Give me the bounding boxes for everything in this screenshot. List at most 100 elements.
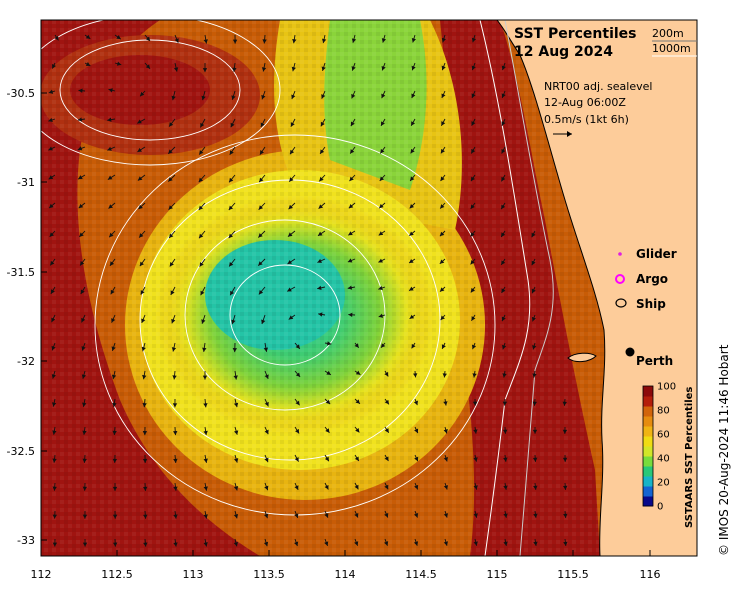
current-arrowhead <box>258 289 264 295</box>
current-arrowhead <box>473 429 478 434</box>
current-arrowhead <box>378 285 383 291</box>
current-arrowhead <box>201 95 206 101</box>
sealevel-product: NRT00 adj. sealevel <box>544 80 652 93</box>
current-arrowhead <box>203 403 208 408</box>
current-arrowhead <box>291 66 296 72</box>
colorbar-swatch <box>643 466 653 477</box>
current-arrowhead <box>501 232 506 237</box>
contour-legend-1000m: 1000m <box>652 42 691 55</box>
current-arrowhead <box>440 315 445 321</box>
current-arrowhead <box>532 345 537 350</box>
current-arrowhead <box>112 486 118 491</box>
current-arrowhead <box>233 458 239 463</box>
y-tick-label: -32 <box>17 355 35 368</box>
current-arrowhead <box>77 117 83 122</box>
current-arrowhead <box>145 36 151 41</box>
current-arrowhead <box>320 149 325 154</box>
x-tick-label: 114 <box>335 568 356 581</box>
current-arrowhead <box>173 486 178 491</box>
current-arrowhead <box>139 261 144 267</box>
colorbar-swatch <box>643 386 653 397</box>
current-arrowhead <box>112 458 118 463</box>
current-arrowhead <box>472 401 478 406</box>
argo-label: Argo <box>636 272 668 286</box>
current-arrowhead <box>85 62 91 66</box>
colorbar-swatch <box>643 396 653 407</box>
current-arrowhead <box>231 319 236 325</box>
current-arrowhead <box>473 541 478 546</box>
contour-legend-200m: 200m <box>652 27 684 40</box>
colorbar-tick-label: 100 <box>657 382 676 393</box>
current-arrowhead <box>202 375 208 380</box>
current-arrowhead <box>471 93 476 98</box>
current-arrowhead <box>321 38 327 44</box>
current-arrowhead <box>142 374 147 380</box>
current-arrowhead <box>411 343 416 349</box>
current-arrowhead <box>142 403 147 408</box>
current-arrowhead <box>379 176 385 181</box>
current-arrowhead <box>502 373 507 378</box>
current-arrowhead <box>78 88 83 93</box>
current-arrowhead <box>51 402 57 407</box>
current-arrowhead <box>409 203 415 209</box>
current-arrowhead <box>258 233 263 238</box>
current-arrowhead <box>411 121 416 126</box>
current-arrowhead <box>472 373 477 378</box>
current-arrowhead <box>414 428 419 434</box>
current-arrowhead <box>443 401 448 406</box>
current-arrowhead <box>263 541 269 547</box>
current-arrowhead <box>230 122 235 128</box>
current-arrowhead <box>137 119 142 124</box>
current-arrowhead <box>110 289 115 295</box>
current-arrowhead <box>50 289 55 294</box>
current-arrowhead <box>533 513 538 518</box>
current-arrowhead <box>109 232 114 238</box>
x-tick-label: 116 <box>640 568 661 581</box>
current-arrowhead <box>411 93 416 99</box>
current-arrowhead <box>140 91 145 97</box>
current-arrowhead <box>349 176 354 182</box>
current-arrowhead <box>199 150 204 155</box>
current-arrowhead <box>290 149 295 155</box>
current-arrowhead <box>347 285 353 290</box>
current-arrowhead <box>501 148 506 154</box>
current-arrowhead <box>173 458 178 463</box>
current-arrowhead <box>81 374 87 379</box>
current-arrowhead <box>264 457 269 463</box>
current-arrowhead <box>85 34 91 39</box>
current-arrowhead <box>199 262 204 267</box>
colorbar-tick-label: 0 <box>657 502 663 513</box>
current-arrowhead <box>264 374 269 379</box>
current-arrowhead <box>200 290 205 296</box>
current-arrowhead <box>232 348 238 353</box>
current-arrowhead <box>532 429 538 434</box>
current-arrowhead <box>50 260 55 266</box>
current-arrowhead <box>563 541 568 546</box>
current-arrowhead <box>443 541 448 546</box>
current-arrowhead <box>294 485 299 490</box>
current-arrowhead <box>351 38 357 43</box>
current-arrowhead <box>142 458 148 463</box>
sealevel-time: 12-Aug 06:00Z <box>544 96 626 109</box>
current-arrowhead <box>78 203 84 209</box>
current-arrowhead <box>112 402 117 408</box>
current-arrowhead <box>264 429 269 435</box>
current-arrowhead <box>531 260 536 266</box>
current-arrowhead <box>471 148 476 154</box>
x-tick-label: 112.5 <box>101 568 133 581</box>
current-arrowhead <box>264 513 269 519</box>
current-arrowhead <box>441 37 447 43</box>
current-arrowhead <box>169 122 174 127</box>
current-arrowhead <box>107 117 112 122</box>
current-arrowhead <box>471 344 477 350</box>
current-arrowhead <box>259 150 264 155</box>
current-arrowhead <box>229 150 234 155</box>
current-arrowhead <box>501 288 506 293</box>
current-arrowhead <box>171 318 176 324</box>
current-arrowhead <box>501 65 506 71</box>
current-arrowhead <box>52 542 58 547</box>
current-arrowhead <box>264 485 269 491</box>
x-tick-label: 113.5 <box>253 568 285 581</box>
current-arrowhead <box>80 261 85 266</box>
current-arrowhead <box>203 458 208 463</box>
